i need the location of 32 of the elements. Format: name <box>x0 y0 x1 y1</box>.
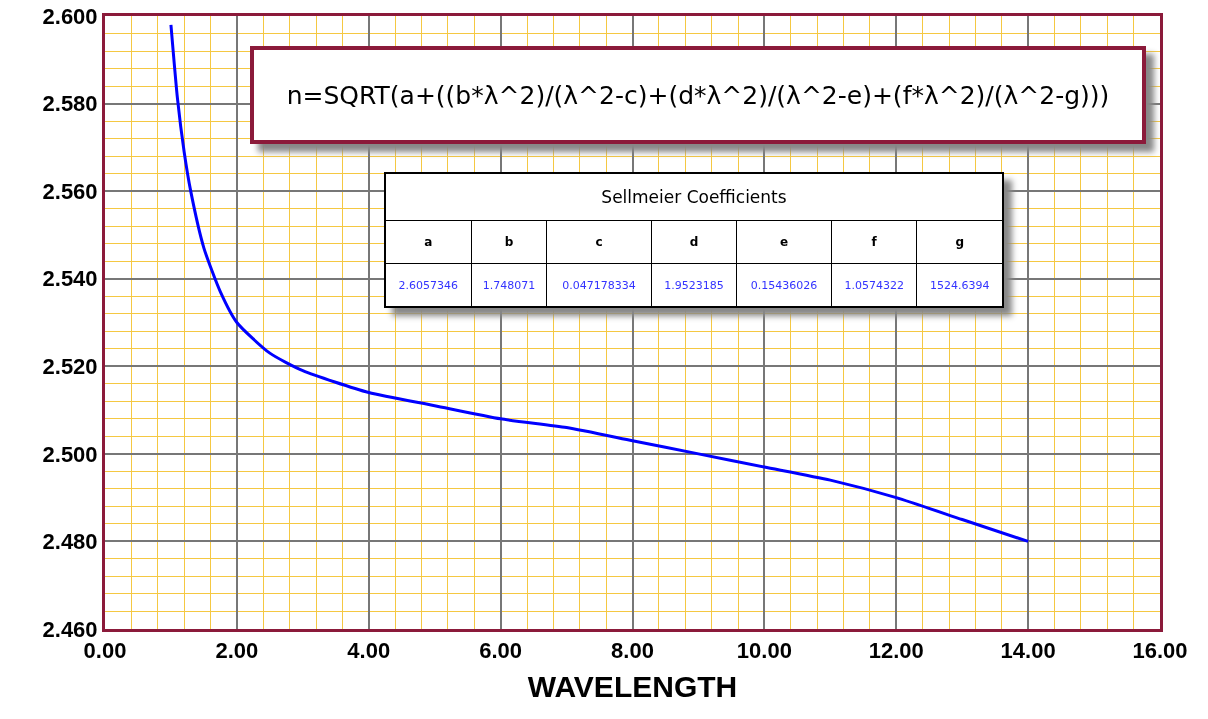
annotation: a <box>385 220 472 264</box>
x-tick-label: 16.00 <box>1132 638 1188 664</box>
annotation: b <box>471 220 547 264</box>
x-tick-label: 14.00 <box>1000 638 1056 664</box>
formula-box: n=SQRT(a+((b*λ^2)/(λ^2-c)+(d*λ^2)/(λ^2-e)+(f*λ^2)/(λ^2-g))) <box>250 46 1146 144</box>
x-tick-label: 12.00 <box>868 638 924 664</box>
annotation: 0.15436026 <box>736 263 832 307</box>
annotation: c <box>546 220 652 264</box>
annotation: 1524.6394 <box>916 263 1003 307</box>
y-tick-label: 2.520 <box>42 353 98 379</box>
annotation: f <box>831 220 917 264</box>
x-tick-label: 8.00 <box>611 638 654 664</box>
y-tick-label: 2.480 <box>42 529 98 555</box>
annotation: Sellmeier Coefficients <box>385 173 1003 221</box>
y-tick-label: 2.540 <box>42 266 98 292</box>
x-tick-label: 10.00 <box>736 638 792 664</box>
y-tick-label: 2.580 <box>42 91 98 117</box>
x-tick-label: 4.00 <box>347 638 391 664</box>
annotation: 2.6057346 <box>385 263 472 307</box>
annotation: d <box>651 220 737 264</box>
x-tick-label: 2.00 <box>215 638 259 664</box>
annotation: 1.9523185 <box>651 263 737 307</box>
annotation: 1.748071 <box>471 263 547 307</box>
annotation: e <box>736 220 832 264</box>
annotation: 1.0574322 <box>831 263 917 307</box>
x-tick-label: 6.00 <box>479 638 523 664</box>
annotation: g <box>916 220 1003 264</box>
annotation: 0.047178334 <box>546 263 652 307</box>
y-tick-label: 2.500 <box>42 441 98 467</box>
y-tick-label: 2.560 <box>42 178 98 204</box>
y-tick-label: 2.600 <box>42 3 98 29</box>
x-axis-title: WAVELENGTH <box>527 669 738 703</box>
